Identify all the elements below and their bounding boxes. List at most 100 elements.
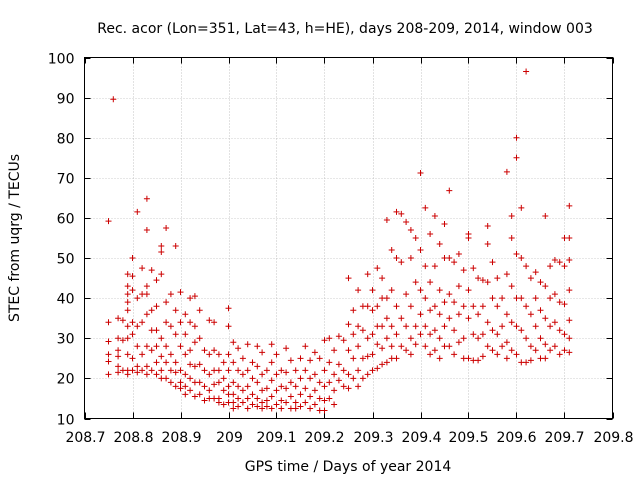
data-point — [105, 218, 112, 225]
data-point — [355, 323, 362, 330]
data-point — [427, 331, 434, 338]
data-point — [407, 226, 414, 233]
data-point — [287, 357, 294, 364]
data-point — [235, 403, 242, 410]
data-point — [345, 321, 352, 328]
data-point — [383, 359, 390, 366]
data-point — [508, 283, 515, 290]
data-point — [259, 349, 266, 356]
data-point — [115, 369, 122, 376]
data-point — [307, 393, 314, 400]
data-point — [153, 277, 160, 284]
data-point — [206, 317, 213, 324]
data-point — [287, 393, 294, 400]
data-point — [417, 287, 424, 294]
data-point — [143, 195, 150, 202]
data-point — [383, 216, 390, 223]
data-point — [326, 379, 333, 386]
data-point — [124, 271, 131, 278]
data-point — [537, 279, 544, 286]
data-point — [129, 331, 136, 338]
data-point — [263, 385, 270, 392]
data-point — [249, 359, 256, 366]
y-axis-label: STEC from uqrg / TECUs — [7, 154, 23, 322]
data-point — [427, 351, 434, 358]
data-point — [566, 335, 573, 342]
data-point — [398, 315, 405, 322]
data-point — [206, 351, 213, 358]
data-point — [115, 315, 122, 322]
data-point — [479, 331, 486, 338]
data-point — [431, 327, 438, 334]
data-point — [196, 379, 203, 386]
data-point — [374, 365, 381, 372]
data-point — [513, 323, 520, 330]
data-point — [249, 401, 256, 408]
data-point — [172, 307, 179, 314]
data-point — [143, 226, 150, 233]
data-point — [244, 367, 251, 374]
data-point — [148, 367, 155, 374]
data-point — [163, 375, 170, 382]
data-point — [359, 355, 366, 362]
data-point — [331, 347, 338, 354]
data-point — [547, 263, 554, 270]
data-point — [455, 339, 462, 346]
data-point — [369, 307, 376, 314]
data-point — [417, 311, 424, 318]
data-point — [436, 241, 443, 248]
data-point — [523, 335, 530, 342]
data-point — [187, 347, 194, 354]
data-point — [211, 381, 218, 388]
data-point — [211, 347, 218, 354]
data-point — [513, 251, 520, 258]
data-point — [460, 267, 467, 274]
data-point — [537, 335, 544, 342]
data-point — [302, 367, 309, 374]
data-point — [215, 367, 222, 374]
data-point — [307, 405, 314, 412]
data-point — [470, 265, 477, 272]
data-point — [129, 255, 136, 262]
data-point — [273, 387, 280, 394]
data-point — [422, 343, 429, 350]
y-tick-label: 30 — [57, 332, 75, 348]
data-point — [513, 351, 520, 358]
data-point — [268, 359, 275, 366]
data-point — [249, 391, 256, 398]
data-point — [566, 317, 573, 324]
data-point — [235, 367, 242, 374]
data-point — [259, 387, 266, 394]
data-point — [124, 351, 131, 358]
data-point — [542, 283, 549, 290]
data-point — [129, 319, 136, 326]
data-point — [321, 367, 328, 374]
data-point — [182, 351, 189, 358]
data-point — [364, 335, 371, 342]
data-point — [124, 323, 131, 330]
x-tick-label: 208.8 — [113, 430, 153, 446]
data-point — [292, 383, 299, 390]
data-point — [139, 319, 146, 326]
data-point — [225, 383, 232, 390]
data-point — [379, 361, 386, 368]
data-point — [326, 359, 333, 366]
data-point — [287, 379, 294, 386]
data-point — [523, 303, 530, 310]
data-point — [508, 319, 515, 326]
data-point — [215, 379, 222, 386]
data-point — [383, 295, 390, 302]
data-point — [566, 202, 573, 209]
data-point — [316, 355, 323, 362]
x-tick-label: 208.9 — [161, 430, 201, 446]
data-point — [129, 367, 136, 374]
data-point — [292, 399, 299, 406]
data-point — [172, 243, 179, 250]
data-point — [124, 307, 131, 314]
data-point — [124, 335, 131, 342]
data-point — [340, 367, 347, 374]
data-point — [393, 303, 400, 310]
data-point — [388, 247, 395, 254]
data-point — [335, 361, 342, 368]
data-point — [489, 327, 496, 334]
